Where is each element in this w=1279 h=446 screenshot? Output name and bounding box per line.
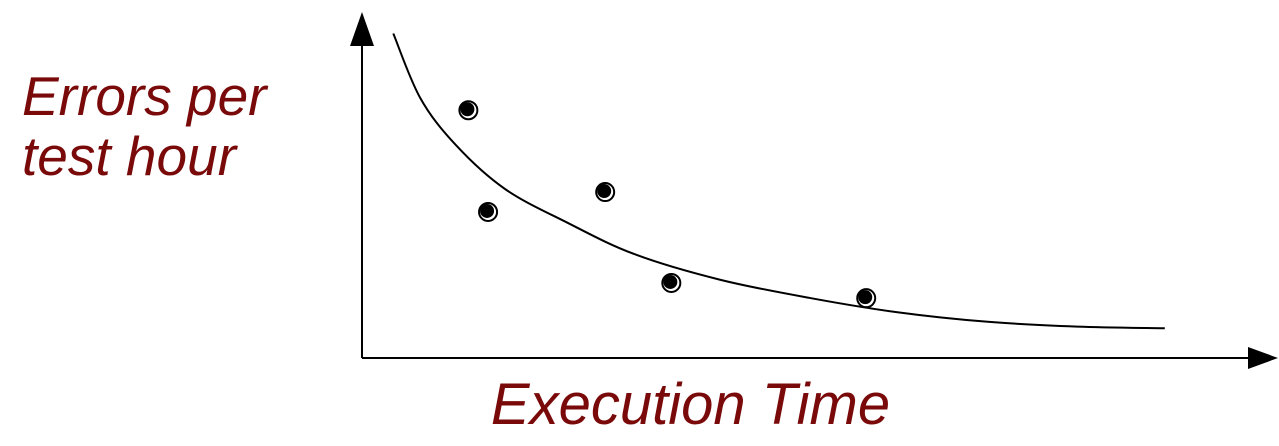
data-point (595, 182, 616, 203)
data-point-dot (597, 184, 612, 199)
data-point-dot (858, 290, 873, 305)
y-axis-label-line-1: Errors per (22, 65, 267, 127)
data-point (661, 272, 682, 293)
x-axis-arrow (1248, 347, 1278, 369)
trend-curve (392, 33, 1165, 330)
data-points (458, 100, 877, 309)
data-point (458, 100, 479, 121)
data-point-dot (480, 203, 495, 218)
data-point (478, 201, 499, 222)
y-axis-label-line-2: test hour (22, 125, 237, 187)
data-point-dot (460, 102, 475, 117)
y-axis-arrow (350, 12, 374, 46)
x-axis-label: Execution Time (490, 372, 891, 437)
y-axis-label: Errors per test hour (22, 66, 267, 186)
data-point (856, 288, 877, 309)
data-point-dot (663, 274, 678, 289)
